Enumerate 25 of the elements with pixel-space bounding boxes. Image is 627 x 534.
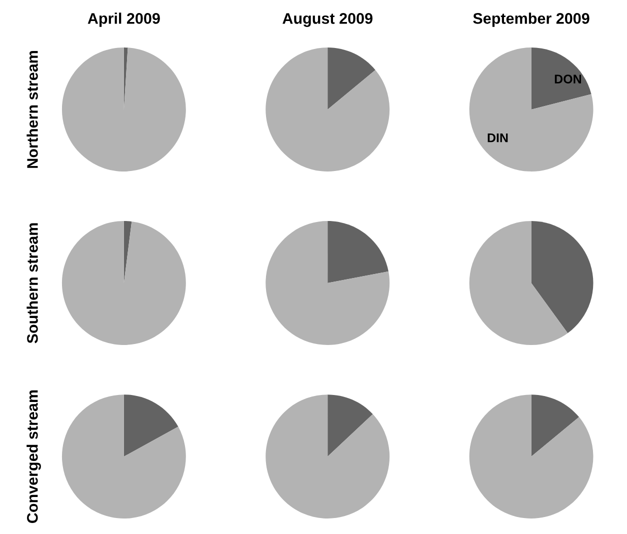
text: Converged stream [26, 390, 41, 523]
pie-slice [531, 221, 594, 334]
pie-slice [328, 48, 376, 110]
slice-label: DIN [488, 134, 508, 142]
pie-slice [62, 48, 186, 172]
pie-slice [469, 221, 568, 345]
pie-slice [266, 221, 390, 345]
pie-slice [124, 221, 132, 284]
text: Northern stream [26, 51, 38, 168]
chart-title: April 2009 [88, 12, 160, 27]
text: Southern stream [26, 223, 38, 344]
pie-slice [62, 221, 186, 345]
pie-slice [62, 394, 186, 519]
pie-slice [266, 394, 390, 519]
pie-slice [469, 394, 594, 519]
pie-slice [531, 48, 592, 110]
slice-label: DON [554, 74, 582, 84]
pie-slice [531, 394, 580, 457]
pie-slice [266, 48, 390, 172]
chart-title: August 2009 [282, 13, 372, 27]
pie-slice [124, 394, 178, 457]
pie-slice [469, 48, 594, 172]
pie-slice [328, 394, 373, 457]
pie-slice [328, 221, 388, 284]
chart-title: September 2009 [473, 12, 590, 27]
